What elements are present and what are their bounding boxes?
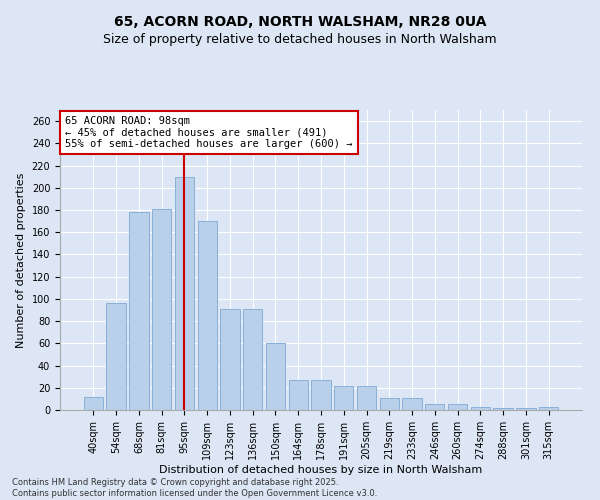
Bar bbox=[334, 386, 353, 410]
Text: Contains HM Land Registry data © Crown copyright and database right 2025.
Contai: Contains HM Land Registry data © Crown c… bbox=[12, 478, 377, 498]
Bar bbox=[470, 406, 490, 410]
Text: 65 ACORN ROAD: 98sqm
← 45% of detached houses are smaller (491)
55% of semi-deta: 65 ACORN ROAD: 98sqm ← 45% of detached h… bbox=[65, 116, 353, 149]
Bar bbox=[539, 406, 558, 410]
Text: 65, ACORN ROAD, NORTH WALSHAM, NR28 0UA: 65, ACORN ROAD, NORTH WALSHAM, NR28 0UA bbox=[114, 15, 486, 29]
Bar bbox=[106, 304, 126, 410]
Bar bbox=[266, 344, 285, 410]
Y-axis label: Number of detached properties: Number of detached properties bbox=[16, 172, 26, 348]
X-axis label: Distribution of detached houses by size in North Walsham: Distribution of detached houses by size … bbox=[160, 464, 482, 474]
Bar bbox=[493, 408, 513, 410]
Bar bbox=[380, 398, 399, 410]
Bar bbox=[129, 212, 149, 410]
Bar bbox=[152, 209, 172, 410]
Text: Size of property relative to detached houses in North Walsham: Size of property relative to detached ho… bbox=[103, 32, 497, 46]
Bar bbox=[311, 380, 331, 410]
Bar bbox=[175, 176, 194, 410]
Bar bbox=[289, 380, 308, 410]
Bar bbox=[448, 404, 467, 410]
Bar bbox=[197, 221, 217, 410]
Bar bbox=[403, 398, 422, 410]
Bar bbox=[243, 309, 262, 410]
Bar bbox=[84, 396, 103, 410]
Bar bbox=[516, 408, 536, 410]
Bar bbox=[425, 404, 445, 410]
Bar bbox=[357, 386, 376, 410]
Bar bbox=[220, 309, 239, 410]
